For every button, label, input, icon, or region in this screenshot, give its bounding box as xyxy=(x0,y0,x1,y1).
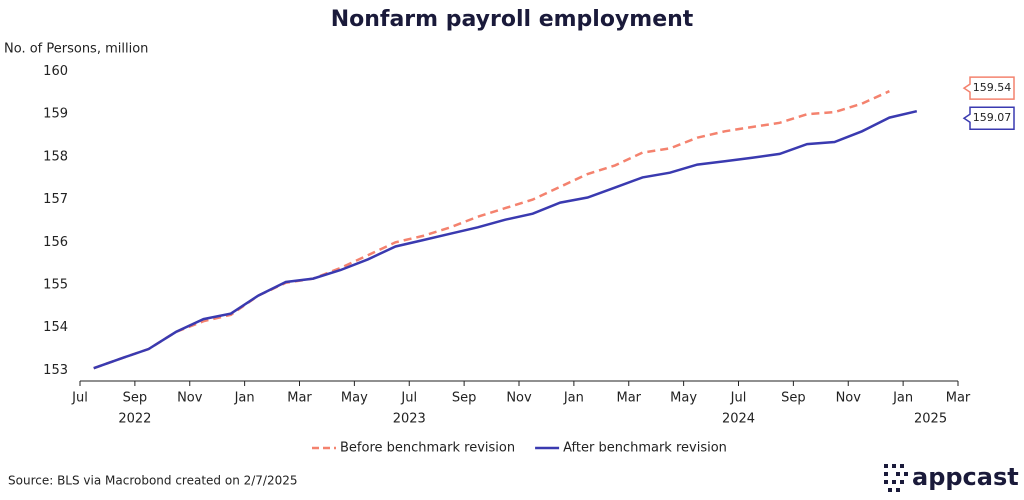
y-tick-label: 158 xyxy=(43,149,68,164)
y-tick-label: 155 xyxy=(43,277,68,292)
x-tick-label: Jan xyxy=(563,391,584,406)
x-tick-label: May xyxy=(341,391,368,406)
source: Source: BLS via Macrobond created on 2/7… xyxy=(8,474,298,488)
y-tick-label: 154 xyxy=(43,320,68,335)
y-tick-label: 153 xyxy=(43,363,68,378)
chart-title: Nonfarm payroll employment xyxy=(331,7,694,32)
x-tick-label: Jan xyxy=(234,391,255,406)
x-tick-label: Jul xyxy=(730,391,747,406)
year-label: 2024 xyxy=(722,412,755,427)
x-tick-label: Nov xyxy=(177,391,203,406)
x-tick-label: Jan xyxy=(892,391,913,406)
x-tick-label: Nov xyxy=(836,391,862,406)
end-label: 159.07 xyxy=(973,111,1012,124)
end-label-box xyxy=(962,76,1015,100)
y-tick-label: 156 xyxy=(43,235,68,250)
x-tick-label: May xyxy=(670,391,697,406)
y-tick-label: 157 xyxy=(43,192,68,207)
series-line xyxy=(93,90,890,370)
x-tick-label: Mar xyxy=(946,391,971,406)
logo-icon xyxy=(884,464,908,492)
x-tick-label: Sep xyxy=(452,391,477,406)
y-tick-label: 159 xyxy=(43,107,68,122)
logo-text: appcast xyxy=(912,463,1019,491)
year-label: 2022 xyxy=(118,412,151,427)
x-tick-label: Mar xyxy=(287,391,312,406)
year-label: 2023 xyxy=(393,412,426,427)
end-label: 159.54 xyxy=(973,81,1012,94)
x-tick-label: Jul xyxy=(400,391,417,406)
series-line xyxy=(93,109,918,370)
y-tick-label: 160 xyxy=(43,64,68,79)
x-tick-label: Mar xyxy=(616,391,641,406)
year-label: 2025 xyxy=(914,412,947,427)
legend-label: After benchmark revision xyxy=(563,441,727,456)
x-tick-label: Sep xyxy=(123,391,148,406)
x-tick-label: Nov xyxy=(506,391,532,406)
y-axis-label: No. of Persons, million xyxy=(4,42,148,57)
end-label-box xyxy=(962,106,1015,130)
x-tick-label: Jul xyxy=(71,391,88,406)
x-tick-label: Sep xyxy=(781,391,806,406)
legend-label: Before benchmark revision xyxy=(340,441,515,456)
